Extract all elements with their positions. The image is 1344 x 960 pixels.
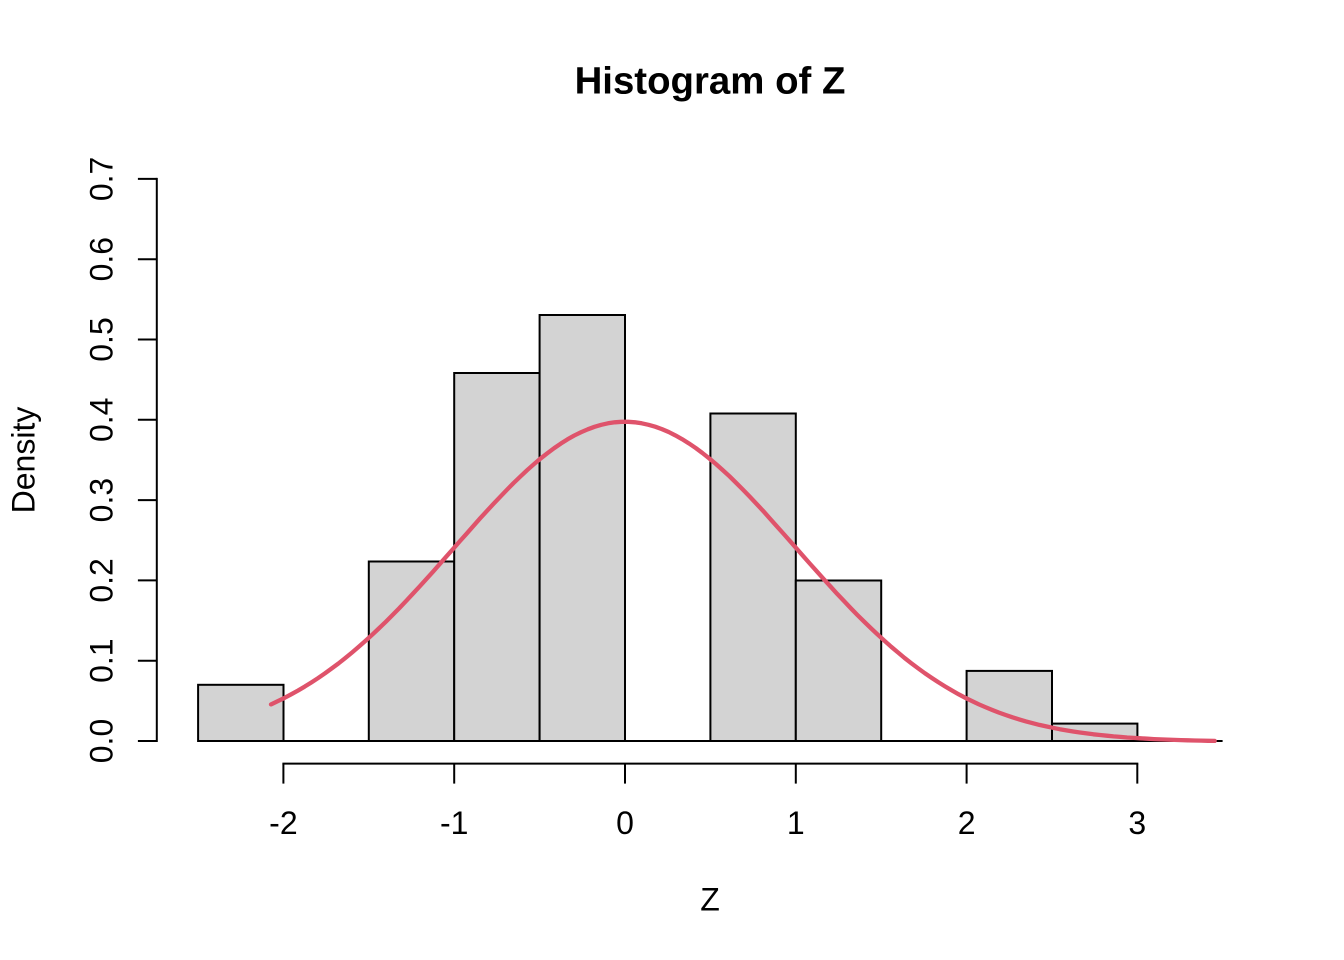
svg-text:Z: Z: [700, 881, 720, 917]
svg-text:0.3: 0.3: [83, 478, 119, 522]
svg-text:0.5: 0.5: [83, 317, 119, 361]
svg-text:0.2: 0.2: [83, 558, 119, 602]
svg-text:0.4: 0.4: [83, 398, 119, 442]
svg-text:Histogram of Z: Histogram of Z: [575, 60, 846, 103]
svg-text:-2: -2: [269, 805, 297, 841]
svg-text:0: 0: [616, 805, 634, 841]
svg-text:0.1: 0.1: [83, 638, 119, 682]
svg-text:0.6: 0.6: [83, 237, 119, 281]
svg-text:3: 3: [1128, 805, 1146, 841]
svg-text:0.7: 0.7: [83, 157, 119, 201]
svg-text:1: 1: [787, 805, 805, 841]
svg-text:-1: -1: [440, 805, 468, 841]
svg-text:0.0: 0.0: [83, 719, 119, 763]
svg-text:Density: Density: [5, 407, 41, 514]
svg-text:2: 2: [958, 805, 976, 841]
